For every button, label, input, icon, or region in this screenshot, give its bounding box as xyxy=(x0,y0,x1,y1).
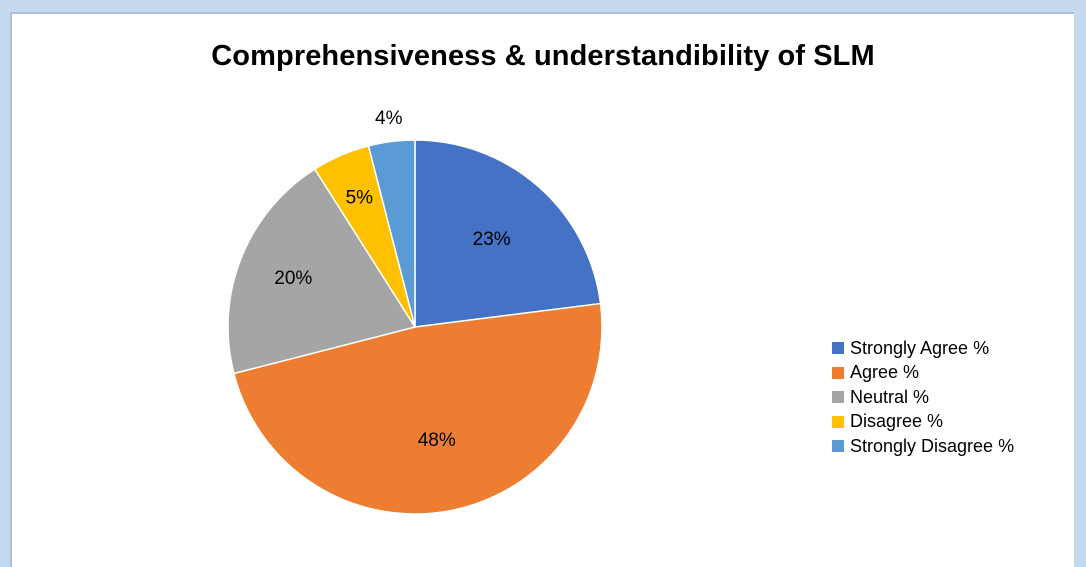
pie-slice-1 xyxy=(414,139,602,328)
pie-slice-3 xyxy=(227,168,417,375)
slice-label-3: 20% xyxy=(274,268,312,289)
slice-label-2: 48% xyxy=(418,430,456,451)
legend-item-5: Strongly Disagree % xyxy=(832,434,1014,459)
legend-label: Disagree % xyxy=(850,411,944,432)
legend-swatch xyxy=(832,415,844,428)
legend-swatch xyxy=(832,391,844,404)
legend-swatch xyxy=(832,440,844,453)
legend-label: Agree % xyxy=(850,362,920,383)
slice-label-5: 4% xyxy=(375,108,403,129)
legend-label: Neutral % xyxy=(850,386,930,407)
slice-label-1: 23% xyxy=(473,229,511,250)
legend-label: Strongly Agree % xyxy=(850,337,990,358)
legend-label: Strongly Disagree % xyxy=(850,435,1015,456)
pie-slice-2 xyxy=(232,302,603,515)
legend-item-2: Agree % xyxy=(832,361,1014,386)
legend-item-4: Disagree % xyxy=(832,410,1014,435)
legend-swatch xyxy=(832,366,844,379)
chart-legend: Strongly Agree % Agree % Neutral % Disagree… xyxy=(832,336,1014,459)
slice-label-4: 5% xyxy=(346,187,374,208)
legend-item-3: Neutral % xyxy=(832,385,1014,410)
pie-slice-5 xyxy=(367,139,416,328)
legend-swatch xyxy=(832,342,844,355)
legend-item-1: Strongly Agree % xyxy=(832,336,1014,361)
chart-title: Comprehensiveness & understandibility of… xyxy=(211,40,875,72)
